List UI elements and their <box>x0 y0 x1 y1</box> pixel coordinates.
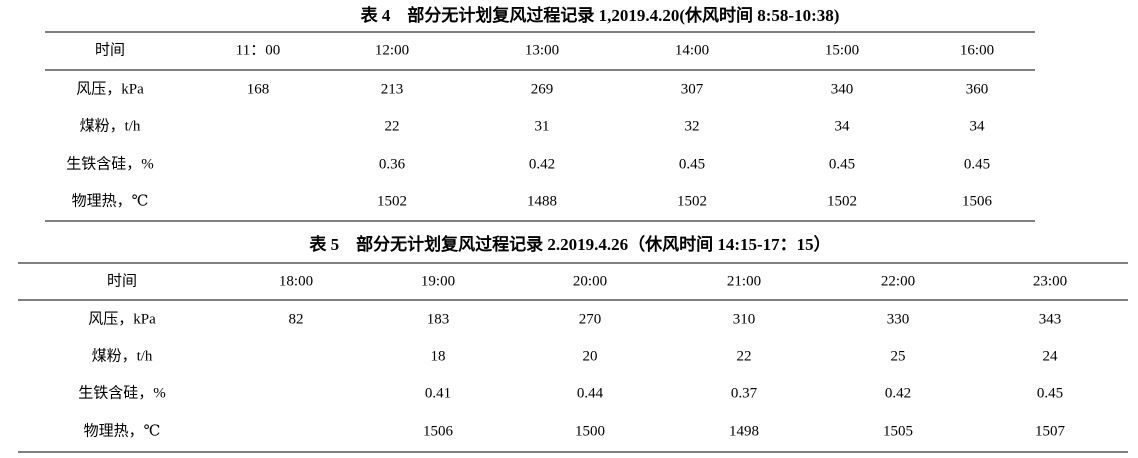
table-cell: 343 <box>1039 311 1062 327</box>
table-cell: 0.45 <box>829 156 855 172</box>
table-cell: 307 <box>681 81 704 97</box>
table-cell: 1502 <box>377 193 407 209</box>
table-cell: 0.36 <box>379 156 406 172</box>
header-cell: 13:00 <box>525 42 559 58</box>
header-cell: 23:00 <box>1033 273 1067 289</box>
table-cell: 24 <box>1043 348 1059 364</box>
table-cell: 34 <box>835 118 851 134</box>
row-label: 风压，kPa <box>76 80 144 97</box>
table-cell: 22 <box>737 348 752 364</box>
table-cell: 18 <box>431 348 446 364</box>
table-cell: 22 <box>385 118 400 134</box>
table-title: 表 4 部分无计划复风过程记录 1,2019.4.20(休风时间 8:58-10… <box>361 5 840 25</box>
header-cell: 15:00 <box>825 42 859 58</box>
table-cell: 0.45 <box>964 156 990 172</box>
table-cell: 269 <box>531 81 554 97</box>
table-cell: 330 <box>887 311 910 327</box>
table-cell: 270 <box>579 311 602 327</box>
table-cell: 340 <box>831 81 854 97</box>
table-cell: 25 <box>891 348 906 364</box>
header-cell: 18:00 <box>279 273 313 289</box>
table-cell: 168 <box>247 81 270 97</box>
header-cell: 时间 <box>95 41 125 58</box>
table-title: 表 5 部分无计划复风过程记录 2.2019.4.26（休风时间 14:15-1… <box>309 234 830 254</box>
row-label: 风压，kPa <box>88 310 156 327</box>
header-cell: 时间 <box>107 272 137 289</box>
table-cell: 213 <box>381 81 404 97</box>
header-cell: 20:00 <box>573 273 607 289</box>
table-cell: 1506 <box>962 193 993 209</box>
table-cell: 1500 <box>575 423 605 439</box>
table-cell: 1502 <box>827 193 857 209</box>
table-cell: 1502 <box>677 193 707 209</box>
table-cell: 20 <box>583 348 598 364</box>
header-cell: 21:00 <box>727 273 761 289</box>
table-cell: 360 <box>966 81 989 97</box>
table-cell: 1488 <box>527 193 557 209</box>
table-cell: 34 <box>970 118 986 134</box>
table-cell: 32 <box>685 118 700 134</box>
row-label: 生铁含硅，% <box>66 155 154 172</box>
row-label: 物理热，℃ <box>72 192 149 209</box>
table-cell: 0.44 <box>577 385 604 401</box>
table-cell: 1498 <box>729 423 759 439</box>
table-cell: 0.45 <box>679 156 705 172</box>
table-cell: 82 <box>289 311 304 327</box>
table-cell: 1507 <box>1035 423 1066 439</box>
table-cell: 1506 <box>423 423 454 439</box>
header-cell: 16:00 <box>960 42 994 58</box>
table-cell: 31 <box>535 118 550 134</box>
table-cell: 0.42 <box>885 385 911 401</box>
table-cell: 0.45 <box>1037 385 1063 401</box>
header-cell: 12:00 <box>375 42 409 58</box>
table-cell: 183 <box>427 311 450 327</box>
table-cell: 0.37 <box>731 385 758 401</box>
header-cell: 14:00 <box>675 42 709 58</box>
header-cell: 22:00 <box>881 273 915 289</box>
header-cell: 19:00 <box>421 273 455 289</box>
row-label: 物理热，℃ <box>84 422 161 439</box>
row-label: 煤粉，t/h <box>92 347 153 364</box>
table-cell: 1505 <box>883 423 913 439</box>
table-cell: 0.42 <box>529 156 555 172</box>
table-cell: 310 <box>733 311 756 327</box>
header-cell: 11：00 <box>236 42 280 58</box>
table-cell: 0.41 <box>425 385 451 401</box>
row-label: 生铁含硅，% <box>78 384 166 401</box>
row-label: 煤粉，t/h <box>80 117 141 134</box>
